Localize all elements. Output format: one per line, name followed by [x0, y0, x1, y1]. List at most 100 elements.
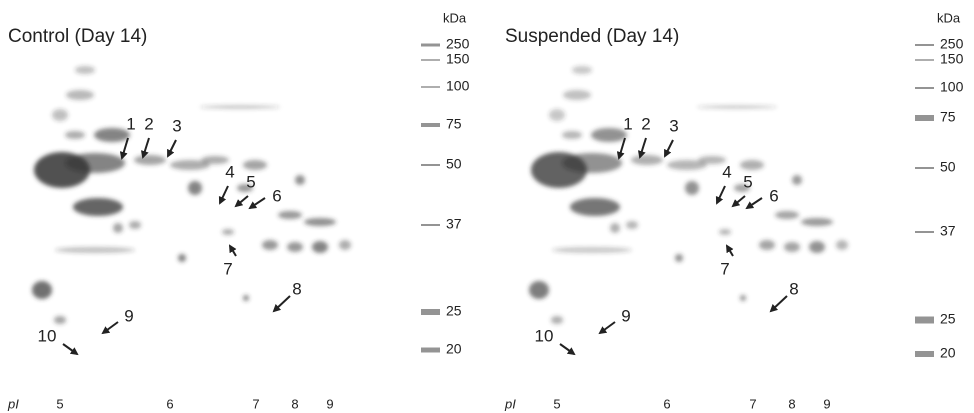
spot-arrow: [248, 197, 266, 210]
spot-arrow: [119, 137, 129, 160]
protein-spot: [32, 281, 52, 299]
spot-arrow: [745, 197, 763, 210]
protein-spot: [54, 316, 66, 324]
spot-arrow: [167, 139, 177, 158]
protein-spot: [667, 160, 707, 170]
pi-tick-label: 9: [326, 396, 333, 411]
protein-spot: [610, 223, 620, 233]
spot-arrow: [62, 343, 79, 356]
spot-label: 6: [769, 186, 778, 205]
protein-spot: [201, 156, 229, 164]
spot-label: 1: [126, 114, 135, 133]
protein-spot: [73, 198, 123, 216]
spot-arrow: [234, 195, 249, 208]
spot-label: 5: [743, 172, 752, 191]
protein-spot: [685, 181, 699, 195]
spot-label: 9: [621, 306, 630, 325]
spot-label: 5: [246, 172, 255, 191]
pi-tick-label: 5: [56, 396, 63, 411]
pi-axis-label: pI: [504, 396, 516, 411]
pi-tick-label: 6: [663, 396, 670, 411]
protein-spot: [792, 175, 802, 185]
marker-label: 25: [446, 303, 462, 319]
spot-label: 2: [641, 114, 650, 133]
unit-label: kDa: [937, 10, 961, 25]
spot-label: 10: [38, 326, 57, 345]
spot-label: 3: [172, 116, 181, 135]
gel: [529, 66, 848, 324]
unit-label: kDa: [443, 10, 467, 25]
spot-arrow: [272, 295, 291, 313]
pi-tick-label: 9: [823, 396, 830, 411]
spot-label: 10: [535, 326, 554, 345]
protein-spot: [562, 153, 622, 173]
protein-spot: [740, 160, 764, 170]
protein-spot: [129, 221, 141, 229]
marker-label: 37: [940, 223, 956, 239]
marker-label: 100: [940, 79, 964, 95]
protein-spot: [94, 128, 130, 142]
marker-label: 20: [446, 341, 462, 357]
marker-label: 50: [940, 159, 956, 175]
marker-label: 75: [940, 109, 956, 125]
gel-images: [32, 66, 848, 324]
spot-label: 1: [623, 114, 632, 133]
protein-spot: [243, 295, 249, 301]
marker-label: 20: [940, 345, 956, 361]
spot-label: 4: [225, 162, 234, 181]
protein-spot: [134, 155, 166, 165]
marker-label: 250: [940, 36, 964, 52]
protein-spot: [631, 155, 663, 165]
protein-spot: [222, 229, 234, 235]
spot-arrow: [769, 295, 788, 313]
protein-spot: [262, 240, 278, 250]
protein-spot: [562, 131, 582, 139]
marker-label: 100: [446, 78, 470, 94]
spot-arrow: [101, 321, 119, 335]
protein-spot: [55, 247, 135, 253]
marker-label: 75: [446, 116, 462, 132]
marker-label: 250: [446, 36, 470, 52]
spot-label: 9: [124, 306, 133, 325]
spot-label: 7: [720, 259, 729, 278]
gel: [32, 66, 351, 324]
spot-arrow: [228, 244, 237, 257]
protein-spot: [237, 184, 253, 192]
protein-spot: [295, 175, 305, 185]
spot-arrow: [140, 137, 150, 159]
spot-arrow: [218, 185, 229, 205]
protein-spot: [549, 109, 565, 121]
spot-arrow: [559, 343, 576, 356]
protein-spot: [572, 66, 592, 74]
marker-label: 150: [446, 51, 470, 67]
protein-spot: [304, 218, 336, 226]
protein-spot: [698, 156, 726, 164]
gel-spots: [32, 66, 351, 324]
spot-arrow: [725, 244, 734, 257]
protein-spot: [734, 184, 750, 192]
marker-label: 25: [940, 311, 956, 327]
marker-label: 37: [446, 216, 462, 232]
pi-tick-label: 7: [252, 396, 259, 411]
marker-label: 50: [446, 156, 462, 172]
protein-spot: [836, 240, 848, 250]
protein-spot: [801, 218, 833, 226]
protein-spot: [563, 90, 591, 100]
protein-spot: [178, 254, 186, 262]
pi-tick-label: 6: [166, 396, 173, 411]
panel-title: Control (Day 14): [8, 26, 147, 47]
protein-spot: [65, 153, 125, 173]
spot-arrow: [715, 185, 726, 205]
pi-tick-label: 7: [749, 396, 756, 411]
spot-label: 8: [292, 279, 301, 298]
protein-spot: [243, 160, 267, 170]
spot-arrow: [731, 195, 746, 208]
protein-spot: [75, 66, 95, 74]
protein-spot: [719, 229, 731, 235]
protein-spot: [529, 281, 549, 299]
protein-spot: [188, 181, 202, 195]
protein-spot: [697, 105, 777, 109]
panel-title: Suspended (Day 14): [505, 26, 679, 47]
protein-spot: [287, 242, 303, 252]
